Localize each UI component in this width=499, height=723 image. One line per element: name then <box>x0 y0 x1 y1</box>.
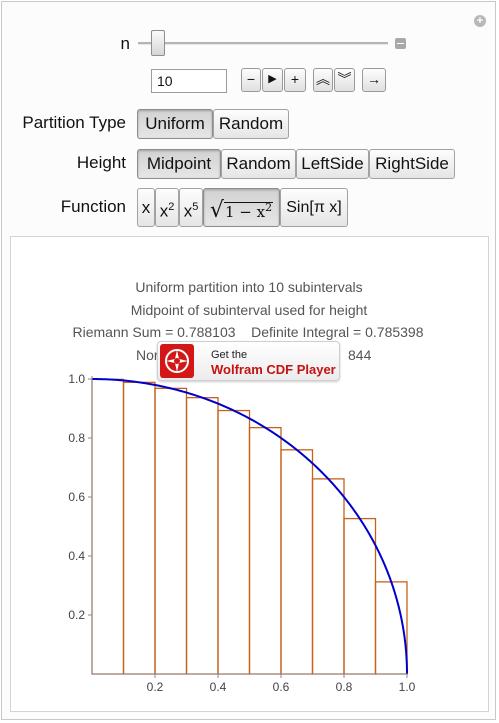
height-random-button[interactable]: Random <box>221 149 296 179</box>
cdf-get-text: Get the <box>211 349 248 361</box>
plot-title-line-3: Riemann Sum = 0.788103 Definite Integral… <box>72 324 423 340</box>
cdf-player-badge[interactable]: Get the Wolfram CDF Player <box>157 341 340 381</box>
sqrt-icon: √ <box>209 198 224 223</box>
riemann-rectangle <box>91 378 125 675</box>
riemann-rectangle <box>343 517 377 675</box>
double-chevron-up-icon: ︽ <box>316 71 330 87</box>
cdf-player-name: Wolfram CDF Player <box>211 362 336 377</box>
step-back-button[interactable]: − <box>241 68 261 92</box>
y-tick-label: 0.4 <box>68 549 85 563</box>
function-x-button[interactable]: x <box>137 188 155 227</box>
x-tick-label: 0.4 <box>210 680 227 694</box>
x-tick-label: 0.8 <box>336 680 353 694</box>
function-sqrt-button[interactable]: √1 − x2 <box>203 188 280 227</box>
n-label: n <box>120 34 130 53</box>
partition-random-button[interactable]: Random <box>213 109 289 139</box>
riemann-rectangle <box>248 426 282 675</box>
function-label: Function <box>60 197 126 216</box>
plot-title-line-2: Midpoint of subinterval used for height <box>131 302 368 318</box>
height-midpoint-button[interactable]: Midpoint <box>137 149 221 179</box>
plot-title-line-4-right: 844 <box>348 347 372 363</box>
collapse-icon[interactable] <box>395 38 406 49</box>
y-tick-label: 1.0 <box>68 372 85 386</box>
y-tick-label: 0.6 <box>68 490 85 504</box>
step-forward-button[interactable]: + <box>284 68 306 92</box>
height-label: Height <box>76 153 126 172</box>
plot-title-line-4-left: Nor <box>136 347 159 363</box>
riemann-rectangle <box>280 449 314 675</box>
faster-button[interactable]: ︽ <box>313 68 333 92</box>
slower-button[interactable]: ︾ <box>334 68 355 92</box>
height-rightside-button[interactable]: RightSide <box>369 149 455 179</box>
function-sin-button[interactable]: Sin[π x] <box>280 188 348 227</box>
riemann-rectangle <box>185 397 219 675</box>
plot-title-line-1: Uniform partition into 10 subintervals <box>135 279 362 295</box>
plot-panel: Uniform partition into 10 subintervals M… <box>10 236 489 712</box>
n-input[interactable] <box>151 69 227 93</box>
riemann-rectangle <box>311 478 345 675</box>
add-icon[interactable]: + <box>474 15 486 27</box>
play-button[interactable]: ▶ <box>262 68 283 92</box>
y-tick-label: 0.8 <box>68 431 85 445</box>
riemann-rectangle <box>154 387 188 675</box>
height-leftside-button[interactable]: LeftSide <box>296 149 369 179</box>
riemann-rectangle <box>217 409 251 675</box>
partition-type-label: Partition Type <box>22 113 126 132</box>
n-slider-thumb[interactable] <box>151 30 165 56</box>
function-curve <box>91 378 408 674</box>
play-icon: ▶ <box>268 73 277 85</box>
function-x2-button[interactable]: x2 <box>155 188 179 227</box>
function-x5-button[interactable]: x5 <box>179 188 203 227</box>
wolfram-spikey-icon <box>160 344 194 378</box>
riemann-chart: Uniform partition into 10 subintervals M… <box>68 279 423 694</box>
riemann-rectangle <box>122 381 156 675</box>
partition-uniform-button[interactable]: Uniform <box>137 109 213 139</box>
n-slider-track[interactable] <box>138 42 388 45</box>
direction-button[interactable]: → <box>362 68 386 92</box>
x-tick-label: 0.6 <box>273 680 290 694</box>
arrow-right-icon: → <box>367 71 381 87</box>
y-tick-label: 0.2 <box>68 608 85 622</box>
x-tick-label: 1.0 <box>399 680 416 694</box>
x-tick-label: 0.2 <box>147 680 164 694</box>
double-chevron-down-icon: ︾ <box>337 71 352 87</box>
